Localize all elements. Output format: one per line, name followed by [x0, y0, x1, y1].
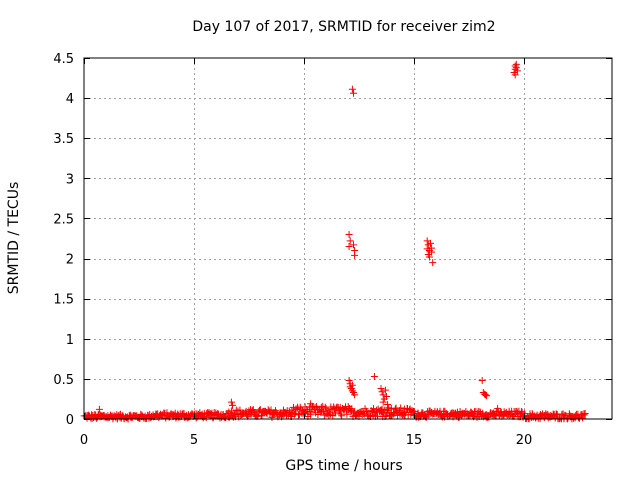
y-tick-label: 2: [66, 253, 74, 268]
baseline-point: [247, 410, 255, 418]
baseline-point: [566, 411, 574, 419]
y-tick-label: 4.5: [53, 52, 74, 67]
data-point: [385, 404, 393, 412]
data-point: [384, 401, 392, 409]
data-point: [429, 259, 437, 267]
data-point: [346, 237, 354, 245]
baseline-point: [244, 411, 252, 419]
baseline-scatter: [80, 402, 589, 423]
x-tick-label: 20: [516, 433, 533, 448]
data-point: [427, 239, 434, 247]
baseline-point: [163, 409, 171, 417]
y-tick-label: 3: [66, 172, 74, 187]
data-point: [381, 386, 389, 394]
y-tick-label: 3.5: [53, 132, 74, 147]
baseline-point: [343, 410, 351, 418]
baseline-point: [322, 405, 330, 413]
x-tick-label: 0: [80, 433, 88, 448]
data-point: [383, 393, 390, 401]
data-point: [350, 89, 357, 97]
chart-title: Day 107 of 2017, SRMTID for receiver zim…: [192, 19, 495, 35]
data-point: [482, 391, 489, 399]
baseline-point: [206, 410, 214, 418]
baseline-point: [580, 411, 588, 419]
baseline-point: [318, 407, 326, 415]
baseline-point: [467, 408, 475, 416]
baseline-point: [337, 410, 345, 418]
baseline-point: [227, 407, 235, 415]
data-point: [379, 398, 387, 406]
data-point: [95, 405, 103, 413]
data-markers: [95, 60, 521, 413]
data-point: [483, 392, 491, 400]
grid: [84, 58, 612, 419]
baseline-point: [249, 406, 257, 414]
data-point: [370, 372, 378, 380]
data-point: [351, 251, 359, 259]
data-point: [512, 64, 520, 72]
baseline-point: [107, 411, 115, 419]
data-point: [511, 71, 519, 79]
data-point: [348, 85, 356, 93]
data-point: [378, 388, 386, 396]
baseline-point: [268, 413, 276, 421]
baseline-point: [579, 414, 587, 422]
x-tick-label: 10: [296, 433, 313, 448]
data-point: [309, 403, 317, 411]
y-tick-label: 0: [66, 413, 74, 428]
y-tick-label: 0.5: [53, 373, 74, 388]
x-tick-label: 5: [190, 433, 198, 448]
data-point: [478, 376, 486, 384]
data-point: [345, 230, 353, 238]
data-point: [345, 243, 353, 251]
y-axis-label: SRMTID / TECUs: [6, 182, 22, 295]
data-point: [345, 376, 353, 384]
data-point: [229, 401, 236, 409]
tick-labels: 0 5 10 15 20 0 0.5 1 1.5 2 2.5 3 3.5 4 4.5: [53, 52, 532, 448]
baseline-point: [581, 409, 589, 417]
y-tick-label: 1.5: [53, 293, 74, 308]
x-axis-label: GPS time / hours: [285, 458, 402, 474]
baseline-point: [209, 414, 217, 422]
baseline-point: [267, 406, 275, 414]
data-point: [377, 385, 385, 393]
data-point: [351, 391, 359, 399]
axis-ticks: [84, 58, 612, 420]
data-point: [425, 253, 433, 261]
data-point: [428, 248, 436, 256]
data-point: [348, 381, 356, 389]
baseline-point: [397, 404, 405, 412]
data-point: [494, 405, 502, 413]
data-point: [379, 391, 387, 399]
plot-frame: [83, 57, 613, 420]
data-point: [350, 241, 357, 249]
data-point: [511, 62, 519, 70]
data-point: [378, 405, 386, 413]
x-tick-label: 15: [406, 433, 423, 448]
data-point: [227, 398, 235, 406]
baseline-point: [338, 412, 346, 420]
y-tick-label: 2.5: [53, 212, 74, 227]
data-point: [513, 67, 521, 75]
baseline-point: [291, 410, 299, 418]
y-tick-label: 1: [66, 333, 74, 348]
y-tick-label: 4: [66, 92, 74, 107]
baseline-point: [306, 411, 314, 419]
baseline-point: [258, 412, 266, 420]
